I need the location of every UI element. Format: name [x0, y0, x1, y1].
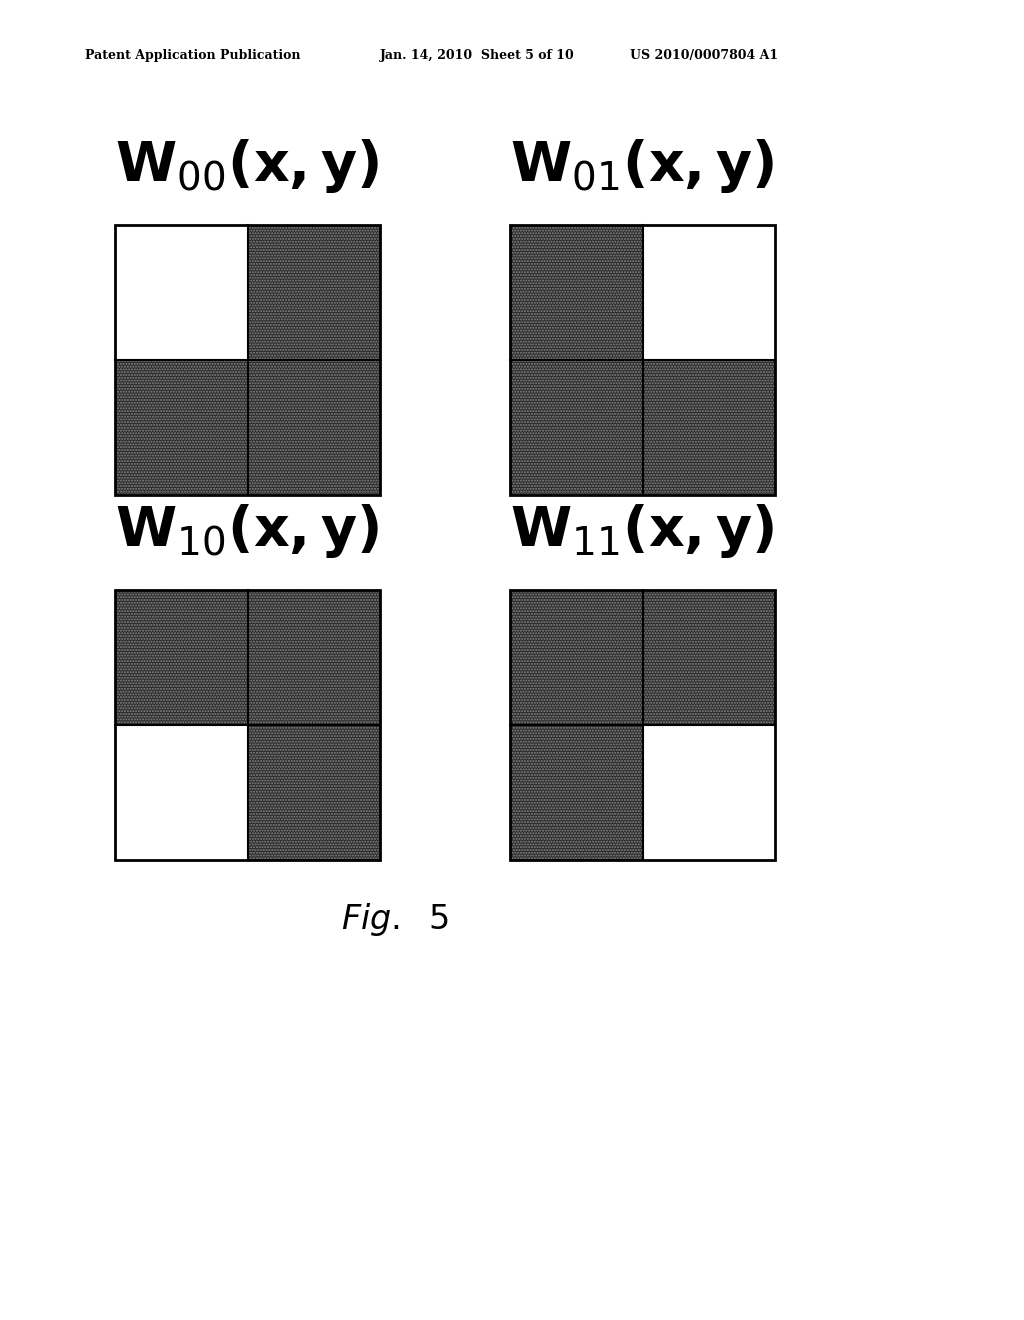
Bar: [642, 590, 775, 725]
Bar: [248, 224, 380, 360]
Text: US 2010/0007804 A1: US 2010/0007804 A1: [630, 49, 778, 62]
Bar: [115, 224, 248, 360]
Bar: [642, 590, 775, 725]
Text: $\mathit{Fig.}$  5: $\mathit{Fig.}$ 5: [341, 902, 450, 939]
Bar: [510, 590, 642, 725]
Bar: [115, 590, 248, 725]
Bar: [510, 360, 642, 495]
Text: $\mathbf{W}_{01}\mathbf{(x,y)}$: $\mathbf{W}_{01}\mathbf{(x,y)}$: [510, 137, 774, 195]
Bar: [642, 725, 775, 861]
Bar: [115, 590, 380, 861]
Bar: [510, 360, 642, 495]
Bar: [248, 360, 380, 495]
Text: Patent Application Publication: Patent Application Publication: [85, 49, 300, 62]
Text: $\mathbf{W}_{10}\mathbf{(x,y)}$: $\mathbf{W}_{10}\mathbf{(x,y)}$: [115, 502, 380, 560]
Text: Jan. 14, 2010  Sheet 5 of 10: Jan. 14, 2010 Sheet 5 of 10: [380, 49, 574, 62]
Bar: [510, 590, 775, 861]
Bar: [510, 590, 642, 725]
Bar: [510, 224, 775, 495]
Bar: [510, 224, 642, 360]
Bar: [642, 360, 775, 495]
Bar: [115, 725, 248, 861]
Text: $\mathbf{W}_{11}\mathbf{(x,y)}$: $\mathbf{W}_{11}\mathbf{(x,y)}$: [510, 502, 774, 560]
Bar: [510, 224, 642, 360]
Bar: [248, 224, 380, 360]
Bar: [115, 224, 380, 495]
Bar: [248, 590, 380, 725]
Bar: [510, 725, 642, 861]
Bar: [115, 360, 248, 495]
Bar: [115, 590, 248, 725]
Bar: [642, 224, 775, 360]
Bar: [510, 725, 642, 861]
Bar: [248, 725, 380, 861]
Bar: [248, 590, 380, 725]
Bar: [248, 725, 380, 861]
Bar: [115, 360, 248, 495]
Bar: [248, 360, 380, 495]
Bar: [642, 360, 775, 495]
Text: $\mathbf{W}_{00}\mathbf{(x,y)}$: $\mathbf{W}_{00}\mathbf{(x,y)}$: [115, 137, 380, 195]
